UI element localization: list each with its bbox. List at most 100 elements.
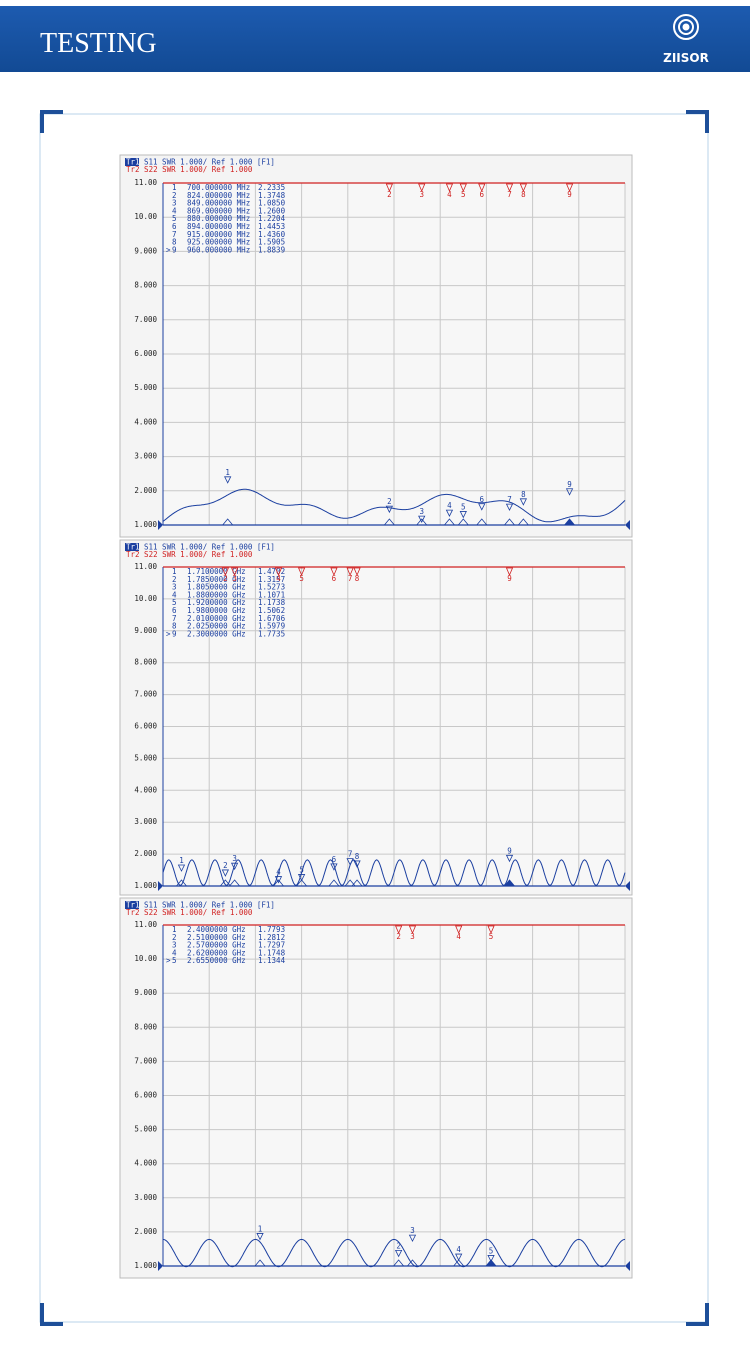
- marker-label: 1: [258, 1224, 263, 1233]
- trace2-marker: [418, 183, 426, 193]
- trace2-marker-label: 3: [232, 574, 237, 583]
- trace2-header: Tr2 S22 SWR 1.000/ Ref 1.000: [126, 908, 253, 917]
- marker-table-swr: 1.4453: [258, 222, 285, 231]
- marker-table-num: 2: [172, 575, 177, 584]
- marker-label: 3: [410, 1226, 415, 1235]
- trace2-marker-label: 5: [489, 932, 494, 941]
- y-tick-label: 3.000: [134, 817, 157, 826]
- marker-table-swr: 1.4702: [258, 567, 285, 576]
- y-tick-label: 7.000: [134, 315, 157, 324]
- marker-axis-triangle: [485, 1259, 497, 1267]
- marker-triangle: [408, 1234, 417, 1243]
- trace-tag-bg: [125, 901, 139, 909]
- trace2-marker: [505, 183, 514, 193]
- marker-table-num: 5: [172, 214, 177, 223]
- y-tick-label: 7.000: [134, 690, 157, 699]
- trace2-marker-label: 3: [419, 190, 424, 199]
- y-tick-label: 2.000: [134, 1227, 157, 1236]
- trace1-curve: [162, 859, 626, 886]
- marker-table-swr: 1.2204: [258, 214, 286, 223]
- y-tick-label: 3.000: [134, 452, 157, 461]
- marker-label: 9: [567, 480, 572, 489]
- trace2-marker-label: 7: [348, 574, 353, 583]
- marker-table-freq: 1.9200000 GHz: [187, 598, 246, 607]
- marker-triangle: [224, 476, 232, 484]
- trace2-marker: [385, 183, 393, 193]
- marker-triangle: [230, 862, 239, 871]
- marker-table-freq: 2.3000000 GHz: [187, 629, 246, 638]
- ref-arrow-left: [158, 881, 163, 891]
- frame-corners: [40, 110, 709, 1326]
- y-tick-label: 7.000: [134, 1056, 157, 1065]
- marker-triangle: [487, 1255, 495, 1263]
- trace2-marker: [395, 925, 403, 935]
- trace2-marker-label: 5: [461, 190, 466, 199]
- y-tick-label: 11.00: [134, 920, 157, 929]
- marker-table-num: 2: [172, 933, 177, 942]
- marker-axis-triangle: [295, 879, 308, 887]
- vna-panel: Tr1 S11 SWR 1.000/ Ref 1.000 [F1]Tr2 S22 …: [119, 154, 633, 538]
- marker-table-freq: 1.8800000 GHz: [187, 590, 246, 599]
- trace-tag: Tr1: [126, 901, 140, 910]
- marker-table-num: 6: [172, 222, 177, 231]
- marker-table-freq: 1.7100000 GHz: [187, 567, 246, 576]
- marker-triangle: [418, 515, 426, 523]
- marker-table-freq: 2.5700000 GHz: [187, 941, 246, 950]
- marker-active-prefix: >: [166, 245, 171, 254]
- y-tick-label: 10.00: [134, 594, 157, 603]
- marker-table-swr: 2.2335: [258, 183, 285, 192]
- trace2-marker: [274, 567, 283, 577]
- trace2-marker-label: 7: [507, 190, 512, 199]
- marker-table-freq: 2.5100000 GHz: [187, 933, 246, 942]
- marker-table-num: 5: [172, 598, 177, 607]
- marker-triangle: [346, 858, 354, 866]
- marker-table-freq: 2.6550000 GHz: [187, 956, 246, 965]
- marker-table-swr: 1.7735: [258, 629, 285, 638]
- marker-table-freq: 915.000000 MHz: [187, 230, 250, 239]
- trace2-marker: [478, 183, 486, 193]
- marker-table-swr: 1.4360: [258, 230, 286, 239]
- marker-triangle: [297, 874, 306, 882]
- trace2-marker-label: 8: [355, 574, 360, 583]
- brand-logo: [673, 14, 699, 40]
- y-tick-label: 5.000: [134, 1125, 157, 1134]
- trace2-marker-label: 8: [521, 190, 526, 199]
- y-tick-label: 5.000: [134, 383, 157, 392]
- trace2-marker: [231, 567, 239, 577]
- marker-triangle: [221, 869, 230, 877]
- marker-label: 2: [223, 861, 228, 870]
- vna-panel: Tr1 S11 SWR 1.000/ Ref 1.000 [F1]Tr2 S22 …: [119, 539, 633, 896]
- marker-table-swr: 1.1748: [258, 948, 286, 957]
- marker-triangle: [330, 863, 338, 871]
- trace2-marker: [297, 567, 306, 577]
- marker-table-swr: 1.3748: [258, 191, 286, 200]
- trace2-marker: [221, 567, 229, 577]
- marker-label: 3: [232, 854, 237, 863]
- marker-triangle: [505, 854, 514, 863]
- marker-axis-triangle: [415, 518, 428, 526]
- y-tick-label: 2.000: [134, 486, 157, 495]
- marker-triangle: [394, 1250, 403, 1258]
- marker-table-swr: 1.8839: [258, 245, 285, 254]
- y-tick-label: 1.000: [134, 881, 157, 890]
- marker-table-freq: 1.8050000 GHz: [187, 583, 246, 592]
- trace2-marker-label: 2: [387, 190, 392, 199]
- frame: [39, 113, 709, 1323]
- marker-table-swr: 1.7297: [258, 941, 285, 950]
- trace2-marker: [459, 183, 467, 193]
- marker-label: 4: [447, 501, 452, 510]
- marker-table-freq: 880.000000 MHz: [187, 214, 250, 223]
- marker-label: 7: [507, 495, 512, 504]
- y-tick-label: 11.00: [134, 178, 157, 187]
- ref-arrow-left: [158, 520, 163, 530]
- marker-label: 2: [396, 1241, 401, 1250]
- trace2-marker: [346, 567, 354, 577]
- trace-tag-bg: [125, 543, 139, 551]
- marker-table-swr: 1.5905: [258, 238, 285, 247]
- y-tick-label: 8.000: [134, 658, 157, 667]
- trace2-marker-label: 2: [396, 932, 401, 941]
- marker-table-num: 8: [172, 622, 177, 631]
- brand-name: ZIISOR: [663, 51, 709, 65]
- marker-axis-triangle: [228, 879, 241, 887]
- marker-table-freq: 894.000000 MHz: [187, 222, 250, 231]
